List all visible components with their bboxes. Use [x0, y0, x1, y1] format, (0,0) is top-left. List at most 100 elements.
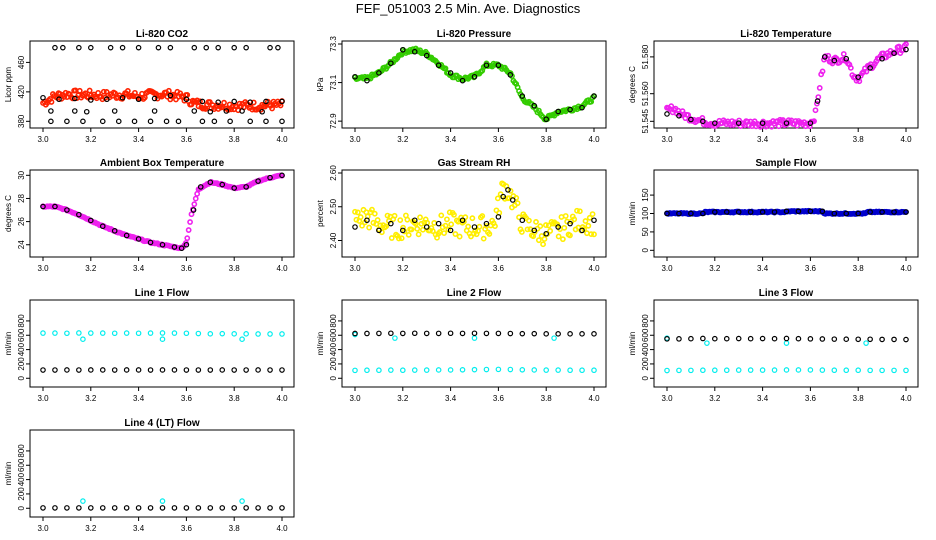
data-point: [821, 54, 828, 60]
data-point: [783, 120, 790, 126]
y-tick-label: 0: [329, 375, 338, 380]
data-point: [700, 335, 706, 342]
data-point: [119, 44, 126, 51]
data-point: [76, 87, 83, 94]
data-point: [561, 224, 568, 231]
data-point: [543, 230, 550, 237]
data-point: [480, 235, 487, 242]
data-point: [215, 44, 221, 51]
data-point: [903, 336, 909, 343]
data-series: [352, 330, 597, 337]
data-point: [435, 367, 442, 373]
data-point: [585, 222, 592, 229]
data-point: [435, 330, 442, 337]
data-point: [147, 505, 154, 511]
data-point: [554, 221, 561, 228]
y-tick-label: 50: [641, 227, 650, 236]
data-point: [855, 336, 862, 343]
data-point: [676, 112, 682, 119]
data-point: [843, 55, 850, 62]
x-tick-label: 3.0: [661, 135, 673, 144]
data-point: [88, 330, 94, 336]
data-point: [135, 330, 142, 337]
data-point: [171, 367, 178, 373]
data-series: [40, 87, 285, 114]
data-point: [807, 336, 814, 342]
data-point: [197, 184, 204, 190]
data-point: [100, 88, 107, 95]
data-point: [438, 212, 445, 219]
data-point: [388, 235, 395, 241]
data-point: [399, 46, 406, 53]
data-point: [374, 217, 381, 223]
data-point: [383, 223, 390, 230]
data-point: [567, 232, 573, 239]
y-tick-label: 0: [641, 248, 650, 253]
data-point: [399, 367, 406, 374]
data-point: [231, 331, 238, 337]
data-point: [879, 55, 885, 62]
data-point: [531, 330, 538, 337]
x-tick-label: 4.0: [900, 135, 912, 144]
data-point: [807, 367, 814, 373]
data-point: [263, 98, 269, 105]
data-point: [398, 235, 405, 242]
data-point: [579, 367, 585, 374]
data-point: [699, 115, 706, 121]
data-point: [219, 181, 226, 188]
data-point: [435, 62, 442, 69]
data-point: [83, 108, 90, 115]
data-point: [364, 217, 370, 224]
plot-frame: [29, 40, 295, 129]
data-point: [359, 222, 365, 229]
data-point: [357, 214, 364, 220]
data-point: [447, 70, 454, 76]
data-point: [71, 108, 78, 114]
data-point: [795, 367, 802, 373]
data-point: [206, 99, 213, 105]
data-point: [159, 367, 166, 373]
data-point: [840, 51, 847, 57]
data-point: [735, 120, 742, 126]
data-point: [591, 93, 597, 99]
data-point: [376, 227, 382, 234]
y-tick-label: 400: [329, 342, 338, 356]
data-point: [831, 210, 838, 217]
data-point: [147, 367, 154, 373]
data-series: [40, 92, 285, 105]
data-point: [111, 108, 118, 114]
data-point: [664, 210, 670, 217]
data-point: [40, 330, 46, 336]
data-point: [364, 77, 370, 84]
y-axis-label: kPa: [316, 77, 325, 91]
data-point: [747, 335, 754, 342]
data-point: [567, 220, 573, 227]
data-point: [417, 214, 423, 221]
data-point: [88, 367, 94, 373]
data-point: [775, 123, 782, 130]
data-point: [88, 97, 94, 103]
data-point: [40, 505, 46, 511]
data-point: [459, 367, 466, 373]
data-point: [795, 208, 802, 215]
data-point: [48, 118, 54, 125]
data-point: [60, 44, 66, 51]
plot-frame: [653, 299, 919, 388]
y-tick-label: 800: [641, 314, 650, 328]
data-point: [676, 336, 682, 342]
data-point: [243, 505, 249, 511]
data-point: [231, 98, 238, 105]
data-point: [397, 217, 404, 224]
data-point: [243, 367, 249, 373]
data-point: [414, 225, 421, 232]
data-point: [591, 331, 597, 337]
x-tick-label: 3.2: [85, 135, 97, 144]
data-point: [80, 498, 86, 504]
data-point: [52, 203, 58, 210]
data-point: [423, 52, 430, 59]
data-series: [664, 367, 909, 374]
data-point: [668, 103, 675, 110]
data-point: [352, 367, 358, 374]
data-point: [903, 209, 909, 215]
data-point: [423, 367, 430, 373]
